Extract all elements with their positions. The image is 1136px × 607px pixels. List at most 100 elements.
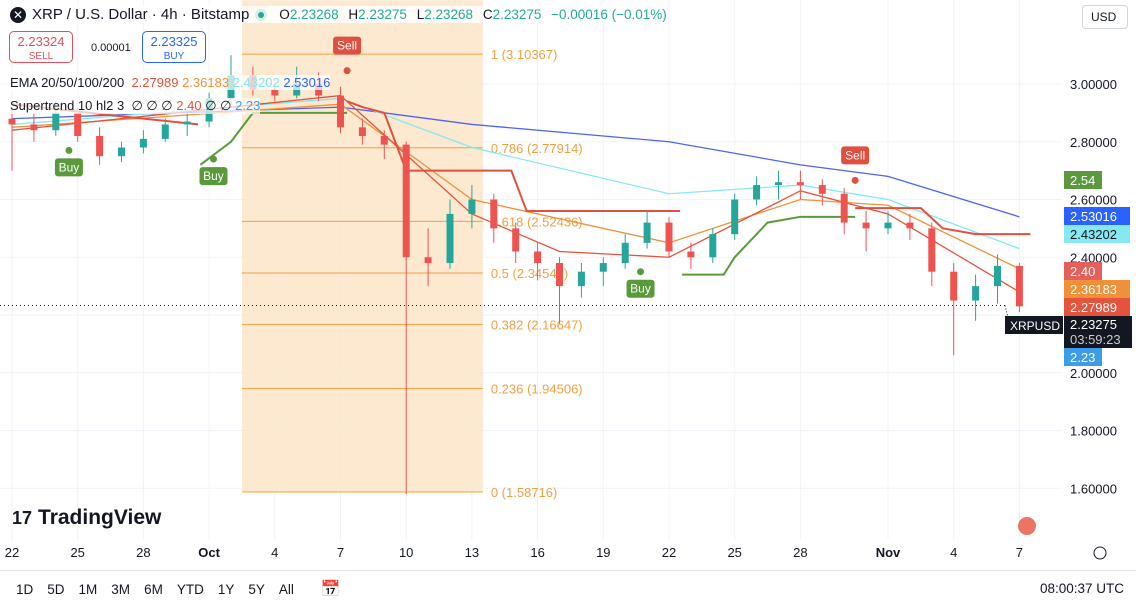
signal-dot [209, 155, 217, 163]
close-value: 2.23275 [492, 7, 542, 22]
ema-legend[interactable]: EMA 20/50/100/200 2.27989 2.36183 2.4320… [10, 75, 331, 90]
x-tick-label: 28 [136, 545, 150, 560]
candle-body [884, 222, 892, 229]
candle-body [556, 263, 563, 287]
candle-body [183, 121, 191, 125]
signal-sell-marker [333, 36, 362, 55]
candle-body [118, 147, 125, 157]
candle-body [643, 222, 651, 243]
price-axis-label-text: 2.40 [1070, 264, 1095, 279]
range-3m[interactable]: 3M [111, 581, 131, 597]
x-tick-label: Nov [876, 545, 901, 560]
buy-price: 2.23325 [150, 34, 198, 49]
high-value: 2.23275 [358, 7, 407, 22]
x-tick-label: 22 [5, 545, 19, 560]
y-tick-label: 1.60000 [1070, 481, 1117, 496]
tradingview-logo: 17 TradingView [12, 506, 161, 530]
candle-body [994, 265, 1001, 287]
sell-button[interactable]: 2.23324 SELL [9, 31, 73, 63]
supertrend-na: ∅ ∅ ∅ [131, 98, 173, 113]
y-tick-label: 2.40000 [1070, 250, 1117, 265]
candle-body [840, 193, 848, 223]
close-label: C [482, 7, 493, 22]
supertrend-down-line [855, 207, 1031, 236]
fib-level-label: 0.618 (2.52436) [491, 214, 583, 229]
range-all[interactable]: All [278, 581, 294, 597]
price-axis-label-text: 2.23 [1070, 350, 1095, 365]
ema100-value: 2.43202 [232, 75, 280, 90]
range-ytd[interactable]: YTD [176, 581, 204, 597]
candle-body [775, 182, 782, 186]
range-1y[interactable]: 1Y [217, 581, 235, 597]
signal-sell-marker [841, 146, 870, 165]
spread-value: 0.00001 [91, 42, 131, 54]
price-axis-label [1064, 207, 1130, 225]
calendar-icon[interactable]: 📅 [320, 581, 341, 598]
signal-buy-marker [199, 167, 228, 186]
price-axis-label-text: 2.43202 [1070, 227, 1117, 242]
candle-body [8, 118, 16, 125]
supertrend-up-line [199, 111, 348, 166]
candle-body [709, 234, 717, 258]
x-tick-label: 16 [530, 545, 544, 560]
x-tick-label: 25 [727, 545, 741, 560]
tradingview-logo-icon: 17 [12, 507, 33, 528]
range-buttons: 1D 5D 1M 3M 6M YTD 1Y 5Y All [0, 582, 301, 597]
price-axis-label [1064, 280, 1130, 298]
candle-body [74, 112, 82, 136]
high-label: H [348, 7, 359, 22]
range-1d[interactable]: 1D [16, 581, 34, 597]
price-axis-label [1064, 262, 1102, 280]
clock[interactable]: 08:00:37 UTC [1039, 581, 1124, 596]
ema20-line [11, 94, 1020, 293]
candle-body [577, 271, 585, 287]
flag-icon [1018, 517, 1036, 535]
candle-body [731, 199, 739, 235]
candle-body [358, 127, 366, 136]
buy-label: BUY [163, 51, 185, 62]
candle-body [928, 228, 936, 272]
candle-body [337, 95, 344, 128]
ema20-value: 2.27989 [131, 75, 179, 90]
candle-body [753, 185, 761, 200]
price-axis-label [1064, 348, 1102, 366]
settings-gear-icon [1093, 546, 1107, 560]
range-5d[interactable]: 5D [47, 581, 65, 597]
xrp-logo-icon: ✕ [10, 6, 26, 23]
candle-body [139, 138, 147, 148]
signal-label: Sell [337, 39, 357, 53]
supertrend-up-value: 2.40 [176, 98, 202, 113]
open-label: O [279, 7, 290, 22]
symbol-title[interactable]: XRP / U.S. Dollar · 4h · Bitstamp [32, 6, 250, 23]
candle-body [950, 271, 958, 301]
currency-button[interactable]: USD [1082, 5, 1128, 29]
range-6m[interactable]: 6M [144, 581, 163, 597]
signal-label: Buy [59, 160, 80, 174]
signal-dot [65, 146, 73, 154]
candle-body [52, 112, 60, 131]
low-value: 2.23268 [424, 7, 474, 22]
supertrend-na2: ∅ ∅ [205, 98, 232, 113]
supertrend-down-value: 2.23 [235, 98, 261, 113]
range-5y[interactable]: 5Y [248, 581, 265, 597]
y-tick-label: 1.80000 [1070, 424, 1117, 439]
candle-body [271, 89, 279, 96]
candle-body [621, 242, 629, 264]
candle-body [862, 222, 870, 229]
candle-body [490, 199, 498, 229]
candle-body [972, 286, 980, 301]
bottom-toolbar: 1D 5D 1M 3M 6M YTD 1Y 5Y All 📅 08:00:37 UTC [0, 570, 1136, 607]
candle-body [512, 228, 520, 252]
x-tick-label: 7 [1016, 545, 1023, 560]
range-1m[interactable]: 1M [78, 581, 98, 597]
signal-label: Buy [630, 282, 651, 296]
candle-body [665, 222, 673, 252]
price-axis-label-text: 2.53016 [1070, 209, 1117, 224]
buy-button[interactable]: 2.23325 BUY [142, 31, 206, 63]
price-axis-label [1064, 298, 1130, 316]
signal-dot [637, 268, 645, 276]
candle-body [818, 185, 826, 194]
x-tick-label: 4 [271, 545, 278, 560]
supertrend-legend[interactable]: Supertrend 10 hl2 3 ∅ ∅ ∅ 2.40 ∅ ∅ 2.23 [10, 98, 261, 114]
candle-body [96, 135, 104, 157]
